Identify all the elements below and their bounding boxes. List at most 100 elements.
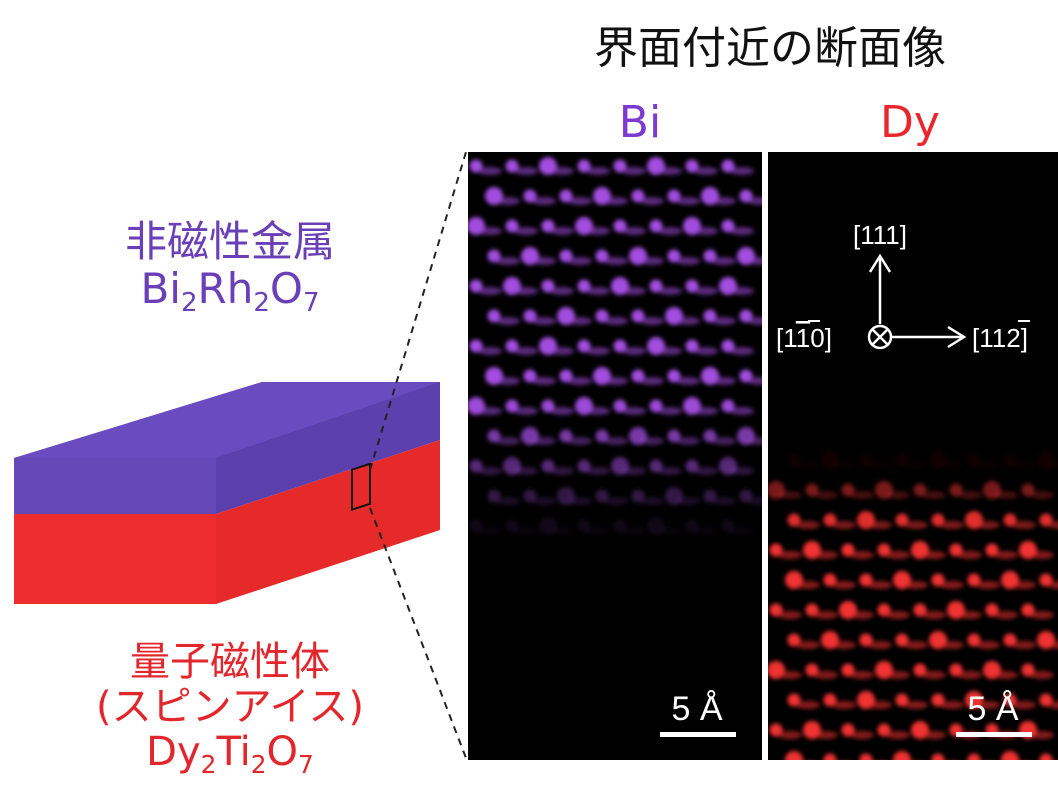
bottom-layer-front: [14, 514, 216, 604]
atom-bridge: [550, 227, 574, 235]
atom-bridge: [868, 461, 892, 469]
atom-bridge: [778, 731, 802, 739]
atom-bridge: [904, 641, 928, 649]
atom-bridge: [496, 257, 520, 265]
atom-bridge: [796, 701, 820, 709]
atom-bridge: [832, 641, 856, 649]
atom-bridge: [586, 467, 610, 475]
bottom-layer-side: [216, 440, 440, 604]
atom-bridge: [478, 407, 502, 415]
atom-bridge: [496, 497, 520, 505]
atom-bridge: [940, 521, 964, 529]
atom-bridge: [604, 257, 628, 265]
atom-bridge: [1012, 581, 1036, 589]
atom-bridge: [958, 671, 982, 679]
zoom-line-bottom: [369, 507, 467, 759]
atom-bridge: [940, 581, 964, 589]
atom-bridge: [778, 491, 802, 499]
atom-bridge: [532, 437, 556, 445]
atom-bridge: [586, 527, 610, 535]
dy-scale-bar: 5 Å: [956, 690, 1032, 737]
atom-bridge: [496, 197, 520, 205]
atom-bridge: [904, 701, 928, 709]
atom-bridge: [868, 761, 892, 769]
atom-bridge: [640, 317, 664, 325]
atom-bridge: [478, 467, 502, 475]
atom-bridge: [814, 491, 838, 499]
atom-bridge: [478, 227, 502, 235]
atom-bridge: [1012, 521, 1036, 529]
atom-bridge: [922, 731, 946, 739]
dy-panel-label: Dy: [880, 97, 940, 148]
atom-bridge: [796, 581, 820, 589]
atom-bridge: [658, 467, 682, 475]
atom-bridge: [976, 701, 1000, 709]
atom-bridge: [622, 287, 646, 295]
atom-bridge: [694, 467, 718, 475]
bi-atom-lattice: [468, 157, 762, 535]
atom-bridge: [478, 287, 502, 295]
atom-bridge: [496, 437, 520, 445]
top-layer-top-surface: [14, 382, 440, 458]
atom-bridge: [550, 407, 574, 415]
atom-bridge: [748, 437, 762, 445]
atom-bridge: [994, 611, 1018, 619]
atom-bridge: [730, 527, 754, 535]
atom-bridge: [796, 521, 820, 529]
atom-bridge: [958, 611, 982, 619]
axis-11-2-label: [112]: [972, 323, 1028, 353]
atom-bridge: [550, 167, 574, 175]
atom-bridge: [1048, 701, 1058, 709]
atom-bridge: [622, 167, 646, 175]
atom-bridge: [1048, 641, 1058, 649]
atom-bridge: [586, 287, 610, 295]
atom-bridge: [604, 497, 628, 505]
atom-bridge: [832, 521, 856, 529]
atom-bridge: [994, 491, 1018, 499]
atom-bridge: [904, 581, 928, 589]
atom-bridge: [604, 317, 628, 325]
atom-bridge: [850, 611, 874, 619]
dy-scale-line: [956, 732, 1032, 737]
bottom-material-label: 量子磁性体 (スピンアイス) Dy2Ti2O7: [0, 640, 460, 778]
atom-bridge: [886, 551, 910, 559]
atom-bridge: [622, 227, 646, 235]
atom-bridge: [640, 497, 664, 505]
atom-bridge: [730, 407, 754, 415]
atom-bridge: [730, 287, 754, 295]
atom-bridge: [1030, 671, 1054, 679]
atom-bridge: [1012, 701, 1036, 709]
atom-dot: [1001, 751, 1019, 760]
atom-bridge: [832, 701, 856, 709]
atom-bridge: [622, 527, 646, 535]
atom-bridge: [832, 581, 856, 589]
atom-bridge: [622, 407, 646, 415]
atom-bridge: [850, 731, 874, 739]
atom-bridge: [568, 317, 592, 325]
atom-bridge: [712, 437, 736, 445]
atom-bridge: [832, 761, 856, 769]
atom-bridge: [658, 287, 682, 295]
atom-bridge: [886, 731, 910, 739]
atom-bridge: [604, 377, 628, 385]
atom-bridge: [1030, 731, 1054, 739]
atom-dot: [823, 753, 837, 760]
atom-bridge: [814, 551, 838, 559]
crystal-axes: [111] [110] [112]: [776, 220, 1030, 353]
atom-bridge: [748, 257, 762, 265]
atom-bridge: [676, 437, 700, 445]
atom-bridge: [712, 377, 736, 385]
atom-bridge: [850, 671, 874, 679]
atom-bridge: [940, 461, 964, 469]
atom-bridge: [712, 197, 736, 205]
atom-bridge: [1048, 761, 1058, 769]
atom-bridge: [658, 167, 682, 175]
atom-bridge: [712, 257, 736, 265]
atom-bridge: [868, 581, 892, 589]
atom-bridge: [1030, 491, 1054, 499]
atom-bridge: [514, 407, 538, 415]
atom-bridge: [1048, 521, 1058, 529]
atom-bridge: [922, 611, 946, 619]
atom-bridge: [694, 167, 718, 175]
atom-bridge: [514, 227, 538, 235]
